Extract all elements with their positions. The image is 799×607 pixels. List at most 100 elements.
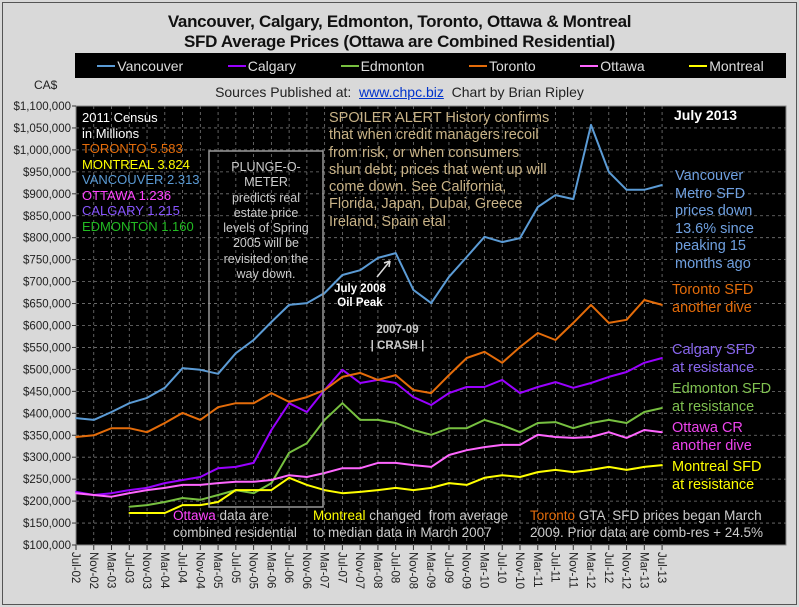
data-point-montreal xyxy=(501,474,504,476)
plunge-o-meter-note: PLUNGE-O- METER predicts real estate price l… xyxy=(209,160,323,282)
y-tick-label: $750,000 xyxy=(23,255,71,267)
x-tick-label: Nov-12 xyxy=(620,552,632,589)
x-tick-label: Nov-09 xyxy=(460,552,472,589)
legend-swatch xyxy=(689,64,708,67)
y-tick-label: $1,000,000 xyxy=(13,145,71,157)
data-point-ottawa xyxy=(448,454,450,456)
data-point-toronto xyxy=(288,401,290,403)
data-point-vancouver xyxy=(306,302,308,304)
data-point-edmonton xyxy=(536,422,539,424)
sources-link[interactable]: www.chpc.biz xyxy=(359,84,444,100)
data-point-vancouver xyxy=(572,198,575,200)
data-point-montreal xyxy=(164,512,166,514)
bottom-note-montreal: Montreal changed from average to median d… xyxy=(313,508,508,541)
data-point-edmonton xyxy=(661,407,663,409)
series-line-toronto xyxy=(75,299,663,438)
data-point-ottawa xyxy=(608,431,610,433)
x-tick-label: Nov-02 xyxy=(87,552,99,589)
annotation-line: 2009. Prior data are comb-res + 24.5% xyxy=(530,524,764,540)
x-tick-label: Mar-12 xyxy=(584,552,596,588)
data-point-ottawa xyxy=(323,472,326,474)
x-tick-label: Jul-02 xyxy=(69,552,81,583)
city-name: Ottawa xyxy=(173,508,216,523)
annotation-line: July 2008 xyxy=(334,283,386,295)
annotation-line: levels of Spring xyxy=(223,221,309,236)
data-point-ottawa xyxy=(92,494,95,496)
annotation-line: EDMONTON 1.160 xyxy=(82,218,194,234)
data-point-calgary xyxy=(199,476,202,478)
legend-item-toronto: Toronto xyxy=(469,58,536,74)
data-point-toronto xyxy=(75,436,77,438)
data-point-ottawa xyxy=(164,487,166,489)
x-tick-label: Jul-13 xyxy=(655,552,667,583)
y-tick-label: $100,000 xyxy=(23,540,71,552)
data-point-edmonton xyxy=(199,498,202,501)
data-point-toronto xyxy=(625,318,628,321)
data-point-montreal xyxy=(661,464,663,466)
data-point-ottawa xyxy=(217,482,219,484)
legend-label: Calgary xyxy=(247,57,297,74)
crash-note: 2007-09 | CRASH | xyxy=(360,322,435,354)
x-tick-label: Jul-08 xyxy=(389,552,401,583)
data-point-calgary xyxy=(110,492,113,494)
data-point-toronto xyxy=(306,396,308,398)
data-point-montreal xyxy=(448,482,450,484)
data-point-vancouver xyxy=(448,275,450,278)
legend-swatch xyxy=(97,64,116,67)
sources-credit: Chart by Brian Ripley xyxy=(451,84,584,100)
data-point-ottawa xyxy=(270,479,273,481)
data-point-montreal xyxy=(536,471,539,473)
data-point-calgary xyxy=(519,392,521,394)
annotation-line: Montreal SFD xyxy=(672,459,762,475)
annotation-line: Calgary SFD xyxy=(672,342,755,358)
y-tick-label: $550,000 xyxy=(23,342,71,354)
data-point-montreal xyxy=(128,512,131,514)
data-point-vancouver xyxy=(625,189,628,191)
data-point-vancouver xyxy=(341,274,344,276)
data-point-vancouver xyxy=(501,241,504,243)
annotation-line: Ottawa data are xyxy=(173,508,297,525)
data-point-edmonton xyxy=(448,427,450,430)
data-point-montreal xyxy=(643,466,646,468)
x-tick-label: Mar-13 xyxy=(637,552,649,588)
data-point-toronto xyxy=(501,362,504,364)
series-line-ottawa xyxy=(75,429,663,498)
annotation-line: July 2013 xyxy=(674,107,738,123)
data-point-edmonton xyxy=(377,419,379,421)
y-tick-label: $150,000 xyxy=(23,518,71,530)
data-point-ottawa xyxy=(181,484,184,486)
data-point-montreal xyxy=(252,489,255,491)
data-point-edmonton xyxy=(288,452,290,454)
data-point-edmonton xyxy=(608,419,610,421)
data-point-edmonton xyxy=(217,494,219,496)
data-point-ottawa xyxy=(501,444,504,446)
data-point-toronto xyxy=(519,346,521,348)
x-tick-label: Mar-03 xyxy=(105,552,117,588)
data-point-calgary xyxy=(643,362,646,364)
data-point-toronto xyxy=(377,379,379,381)
data-point-calgary xyxy=(448,392,450,394)
series-line-calgary xyxy=(75,357,663,496)
data-point-toronto xyxy=(359,372,361,374)
y-tick-label: $500,000 xyxy=(23,364,71,376)
annotation-line: shun debt, prices that went up will xyxy=(329,161,547,178)
data-point-toronto xyxy=(554,339,557,341)
series-line-vancouver xyxy=(75,123,663,421)
plunge-o-meter-box xyxy=(208,150,324,508)
data-point-montreal xyxy=(625,469,628,471)
data-point-toronto xyxy=(643,299,646,301)
data-point-edmonton xyxy=(501,424,504,426)
data-point-montreal xyxy=(590,469,592,471)
x-tick-label: Nov-11 xyxy=(566,552,578,588)
data-point-ottawa xyxy=(536,434,539,436)
data-point-ottawa xyxy=(554,436,557,438)
annotation-line: from risk, or when consumers xyxy=(329,144,520,161)
y-tick-label: $800,000 xyxy=(23,233,71,245)
annotation-line: in Millions xyxy=(82,125,140,141)
data-point-ottawa xyxy=(661,431,663,433)
legend-swatch xyxy=(227,64,246,67)
legend-swatch xyxy=(580,64,599,67)
legend-label: Montreal xyxy=(709,57,764,74)
x-tick-label: Mar-07 xyxy=(318,552,330,588)
